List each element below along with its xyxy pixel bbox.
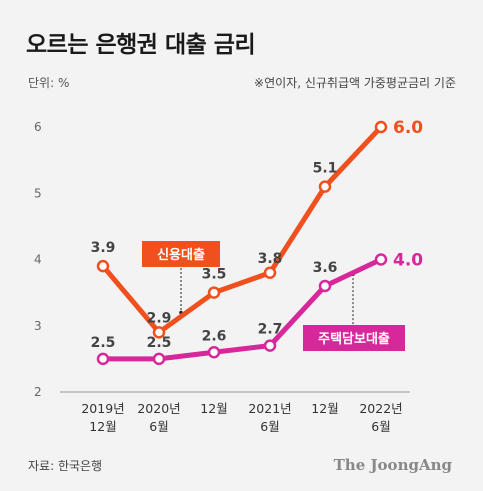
series-line [103,257,383,362]
data-point [152,352,166,366]
x-tick-label: 2020년 [137,401,180,416]
x-tick-label: 6월 [149,419,168,434]
data-point [207,346,221,359]
data-point [318,279,332,293]
final-value-label: 6.0 [393,118,423,138]
y-tick-label: 3 [34,319,42,333]
legend-tag-bg [142,241,220,267]
chart-title: 오르는 은행권 대출 금리 [26,32,255,58]
data-point [374,253,388,266]
x-tick-label: 2022년 [359,401,402,416]
y-tick-label: 4 [34,253,42,267]
x-tick-label: 2019년 [81,401,124,416]
data-label: 2.6 [202,328,227,344]
data-label: 2.9 [147,310,172,326]
data-label: 3.9 [91,240,116,256]
series-layer: 3.9 2.9 3.5 3.8 5.1 6.0 2.5 2.5 2.6 2.7 3.6 4.0 [91,118,423,366]
data-point [263,339,277,352]
final-value-label: 4.0 [393,251,423,271]
series-mortgage-loan: 2.5 2.5 2.6 2.7 3.6 4.0 [91,251,423,366]
x-tick-label: 2021년 [248,401,291,416]
unit-label: 단위: % [28,76,69,90]
x-tick-label: 12월 [89,419,116,434]
data-point [96,352,110,366]
x-axis-ticks: 2019년 12월 2020년 6월 12월 2021년 6월 12월 2022년 6월 [81,401,402,434]
footnote: ※연이자, 신규취급액 가중평균금리 기준 [254,76,456,90]
data-label: 3.5 [202,267,227,283]
series-credit-loan: 3.9 2.9 3.5 3.8 5.1 6.0 [91,118,423,339]
x-tick-label: 6월 [260,419,279,434]
data-point [96,259,110,273]
series-line [101,125,383,335]
data-point [263,266,277,279]
brand-logo: The JoongAng [334,456,453,474]
source-label: 자료: 한국은행 [28,458,102,473]
legend-tag-mortgage-loan: 주택담보대출 [303,325,405,351]
x-tick-label: 12월 [311,401,338,416]
legend-tag-credit-loan: 신용대출 [142,241,220,267]
x-tick-label: 6월 [371,419,390,434]
legend-tag-bg [303,325,405,351]
data-point [374,120,388,134]
legend-tag-label: 주택담보대출 [318,331,390,347]
data-label: 5.1 [313,161,338,177]
data-point [207,286,221,299]
data-label: 2.5 [91,335,116,351]
y-axis: 2 3 4 5 6 [34,120,42,399]
data-label: 2.7 [258,322,283,338]
legend-tag-label: 신용대출 [157,247,205,263]
x-tick-label: 12월 [200,401,227,416]
data-label: 2.5 [147,335,172,351]
y-tick-label: 2 [34,385,42,399]
y-tick-label: 6 [34,120,42,134]
data-label: 3.8 [258,251,283,267]
data-point [318,180,332,193]
data-label: 3.6 [313,260,338,276]
y-tick-label: 5 [34,186,42,200]
data-point [152,326,166,339]
